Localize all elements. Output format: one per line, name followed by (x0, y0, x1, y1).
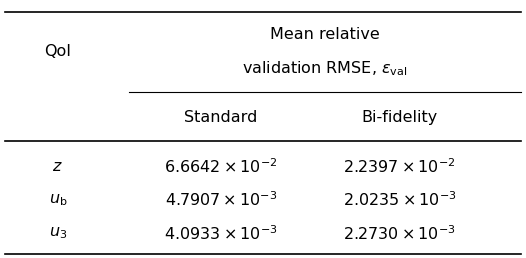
Text: validation RMSE, $\varepsilon_{\mathrm{val}}$: validation RMSE, $\varepsilon_{\mathrm{v… (242, 59, 408, 78)
Text: $4.0933 \times 10^{-3}$: $4.0933 \times 10^{-3}$ (164, 224, 278, 243)
Text: $2.2730 \times 10^{-3}$: $2.2730 \times 10^{-3}$ (343, 224, 456, 243)
Text: QoI: QoI (44, 44, 72, 59)
Text: $u_{\mathrm{b}}$: $u_{\mathrm{b}}$ (48, 192, 67, 208)
Text: Mean relative: Mean relative (270, 27, 380, 42)
Text: $4.7907 \times 10^{-3}$: $4.7907 \times 10^{-3}$ (165, 191, 277, 209)
Text: $6.6642 \times 10^{-2}$: $6.6642 \times 10^{-2}$ (164, 157, 278, 176)
Text: Standard: Standard (184, 110, 258, 125)
Text: $2.0235 \times 10^{-3}$: $2.0235 \times 10^{-3}$ (343, 191, 457, 209)
Text: $u_3$: $u_3$ (49, 226, 67, 241)
Text: $2.2397 \times 10^{-2}$: $2.2397 \times 10^{-2}$ (343, 157, 456, 176)
Text: Bi-fidelity: Bi-fidelity (362, 110, 438, 125)
Text: $z$: $z$ (53, 159, 63, 174)
